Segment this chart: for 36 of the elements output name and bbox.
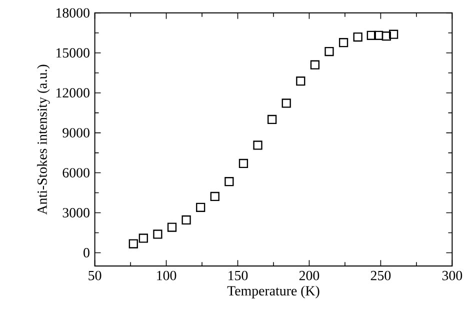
point (310, 60, 320, 70)
point (282, 98, 291, 108)
point (374, 31, 384, 40)
y-tick-label: 18000 (56, 8, 90, 18)
point (238, 159, 248, 168)
y-tick-label: 12000 (56, 88, 90, 98)
x-tick-label: 200 (299, 271, 320, 280)
point (267, 115, 277, 124)
y-tick-label: 6000 (62, 168, 90, 178)
point (338, 38, 348, 48)
point (196, 203, 206, 212)
point (128, 239, 138, 249)
point (210, 192, 220, 202)
x-tick-label: 250 (370, 271, 391, 280)
y-tick-label: 15000 (56, 48, 90, 58)
point (138, 234, 148, 243)
y-tick-label: 0 (84, 248, 90, 258)
point (253, 140, 262, 150)
y-axis-title: Anti-Stokes intensity (a.u.) (37, 65, 50, 215)
point (224, 177, 234, 186)
x-axis-title: Temperature (K) (227, 286, 320, 299)
x-tick-label: 150 (228, 271, 248, 280)
point (353, 32, 362, 42)
point (167, 222, 177, 232)
x-tick-label: 300 (442, 271, 462, 280)
x-tick-label: 100 (157, 271, 176, 280)
point (382, 32, 391, 41)
point (324, 47, 334, 56)
point (296, 76, 306, 86)
point (366, 31, 376, 40)
point (182, 216, 191, 225)
y-tick-label: 3000 (62, 208, 90, 218)
x-tick-label: 50 (88, 271, 102, 280)
y-tick-label: 9000 (62, 128, 90, 138)
point (388, 30, 398, 40)
point (153, 230, 162, 239)
